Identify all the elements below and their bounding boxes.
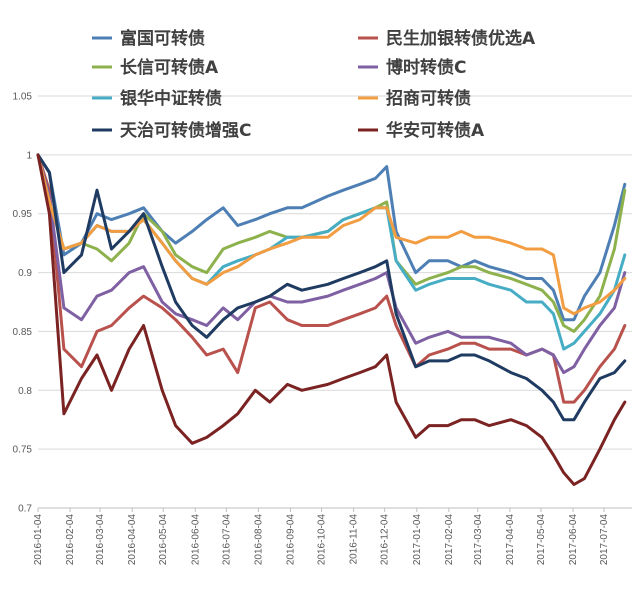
series-lines — [36, 153, 627, 486]
legend-label: 富国可转债 — [120, 28, 205, 49]
legend: 富国可转债 民生加银转债优选A 长信可转债A 博时转债C 银华中证转债 招商可转债天治可转… — [92, 28, 536, 141]
x-tick-label: 2017-01-04 — [412, 514, 423, 566]
x-tick-label: 2016-04-04 — [127, 514, 138, 566]
y-tick-label: 1.05 — [13, 92, 33, 103]
legend-label: 长信可转债A — [120, 57, 219, 78]
x-tick-label: 2016-07-04 — [221, 514, 232, 566]
legend-label: 银华中证转债 — [120, 88, 222, 109]
x-tick-label: 2017-06-04 — [568, 514, 579, 566]
y-tick-label: 1 — [26, 150, 32, 161]
y-tick-label: 0.9 — [18, 268, 32, 279]
y-axis-tick-labels: 0.7 0.75 0.8 0.85 0.9 0.95 1 1.05 — [13, 92, 33, 515]
legend-item: 民生加银转债优选A — [358, 28, 536, 49]
y-tick-label: 0.85 — [13, 327, 33, 338]
legend-label: 天治可转债增强C — [120, 120, 251, 141]
x-tick-label: 2016-03-04 — [95, 514, 106, 566]
series-line-3 — [36, 153, 627, 333]
x-tick-label: 2016-02-04 — [65, 514, 76, 566]
legend-item: 招商可转债 — [358, 88, 471, 109]
x-tick-label: 2016-06-04 — [190, 514, 201, 566]
series-line-7 — [36, 153, 627, 422]
series-line-6 — [36, 153, 627, 316]
x-tick-label: 2016-08-04 — [253, 514, 264, 566]
legend-label: 博时转债C — [386, 57, 466, 78]
x-tick-label: 2016-05-04 — [158, 514, 169, 566]
x-tick-label: 2016-12-04 — [380, 514, 391, 566]
legend-label: 华安可转债A — [386, 120, 485, 141]
y-tick-label: 0.95 — [13, 209, 33, 220]
legend-item: 长信可转债A — [92, 57, 219, 78]
gridlines — [38, 95, 632, 509]
x-tick-label: 2017-04-04 — [505, 514, 516, 566]
y-tick-label: 0.8 — [18, 386, 32, 397]
series-line-8 — [36, 153, 627, 486]
x-tick-label: 2017-05-04 — [536, 514, 547, 566]
legend-item: 富国可转债 — [92, 28, 205, 49]
series-line-1 — [36, 153, 627, 322]
legend-item: 银华中证转债 — [92, 88, 222, 109]
legend-item: 天治可转债增强C — [92, 120, 251, 141]
x-tick-label: 2017-03-04 — [473, 514, 484, 566]
x-tick-label: 2017-07-04 — [599, 514, 610, 566]
x-tick-label: 2016-11-04 — [349, 514, 360, 565]
x-tick-label: 2016-09-04 — [286, 514, 297, 566]
legend-label: 招商可转债 — [386, 88, 471, 109]
y-tick-label: 0.75 — [13, 445, 33, 456]
x-tick-label: 2017-02-04 — [444, 514, 455, 566]
x-tick-label: 2016-01-04 — [33, 514, 44, 566]
legend-item: 博时转债C — [358, 57, 466, 78]
x-axis-tick-labels: 2016-01-04 2016-02-04 2016-03-04 2016-04-04… — [33, 508, 610, 565]
legend-item: 华安可转债A — [358, 120, 485, 141]
legend-label: 民生加银转债优选A — [386, 28, 536, 49]
x-tick-label: 2016-10-04 — [317, 514, 328, 566]
series-line-5 — [36, 153, 627, 351]
y-tick-label: 0.7 — [18, 504, 32, 515]
series-line-4 — [36, 153, 627, 375]
